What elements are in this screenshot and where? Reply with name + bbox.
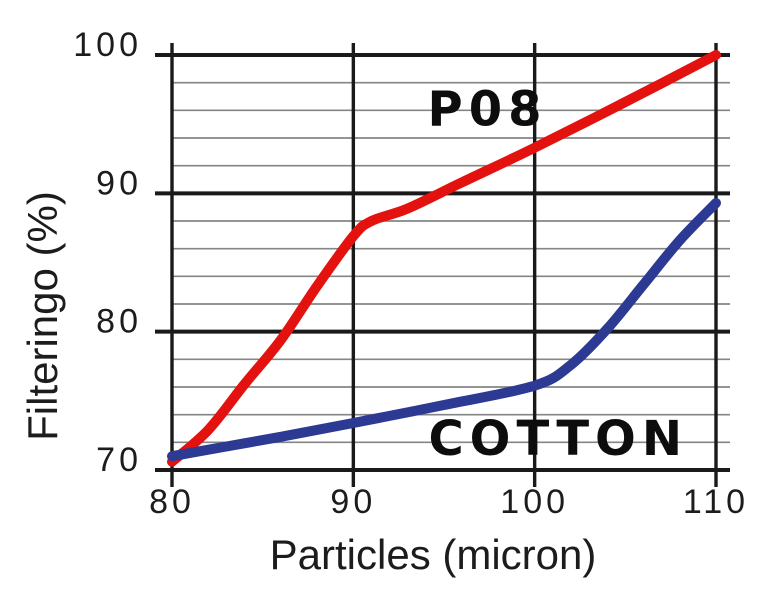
y-tick-label-70: 70 <box>96 441 142 479</box>
y-tick-label-100: 100 <box>73 26 142 64</box>
x-tick-label-90: 90 <box>330 483 376 521</box>
x-tick-label-80: 80 <box>149 483 195 521</box>
x-tick-label-100: 100 <box>500 483 569 521</box>
y-axis-title: Filteringo (%) <box>19 191 66 441</box>
x-axis-title: Particles (micron) <box>270 531 597 578</box>
series-label-cotton: COTTON <box>428 411 688 467</box>
series-line-p08 <box>167 50 721 467</box>
y-tick-label-80: 80 <box>96 303 142 341</box>
x-tick-label-110: 110 <box>683 483 749 521</box>
series-line-cotton <box>167 198 721 462</box>
series-label-p08: P08 <box>428 82 548 138</box>
y-tick-label-90: 90 <box>96 164 142 202</box>
